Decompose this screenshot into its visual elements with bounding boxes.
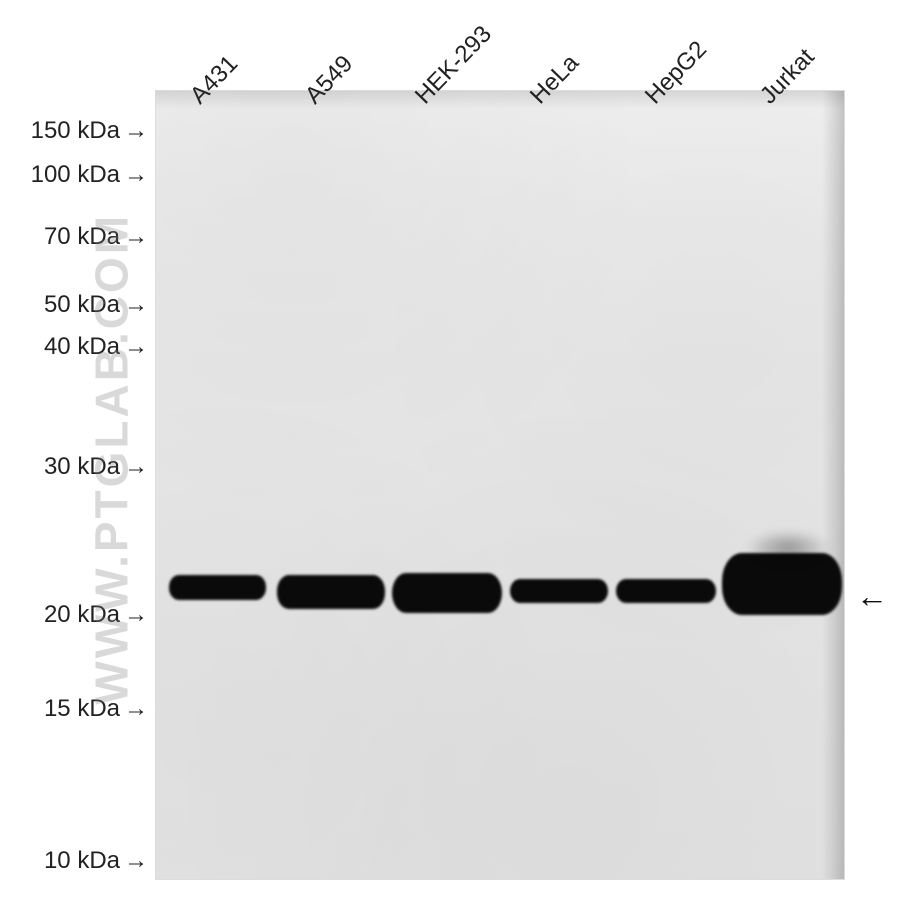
watermark-text: WWW.PTGLAB.COM [85,263,139,704]
arrow-right-icon: → [124,119,148,143]
protein-band [616,579,716,603]
mw-marker-label: 100 kDa [12,161,120,189]
arrow-right-icon: → [124,163,148,187]
membrane-right-shadow [822,91,844,879]
mw-marker-row: 100 kDa→ [12,161,148,189]
western-blot-figure: A431A549HEK-293HeLaHepG2Jurkat 150 kDa→1… [0,0,900,903]
mw-marker-row: 150 kDa→ [12,117,148,145]
membrane-top-shadow [156,91,844,109]
film-grain-overlay [156,91,844,879]
protein-band [169,575,266,600]
blot-membrane [155,90,845,880]
mw-marker-label: 150 kDa [12,117,120,145]
protein-band [392,573,502,613]
mw-marker-label: 10 kDa [12,847,120,875]
target-band-arrow-icon: ← [856,580,888,612]
protein-band [277,575,385,609]
mw-marker-row: 10 kDa→ [12,847,148,875]
protein-band [510,579,608,603]
arrow-right-icon: → [124,849,148,873]
band-smudge [748,531,828,565]
